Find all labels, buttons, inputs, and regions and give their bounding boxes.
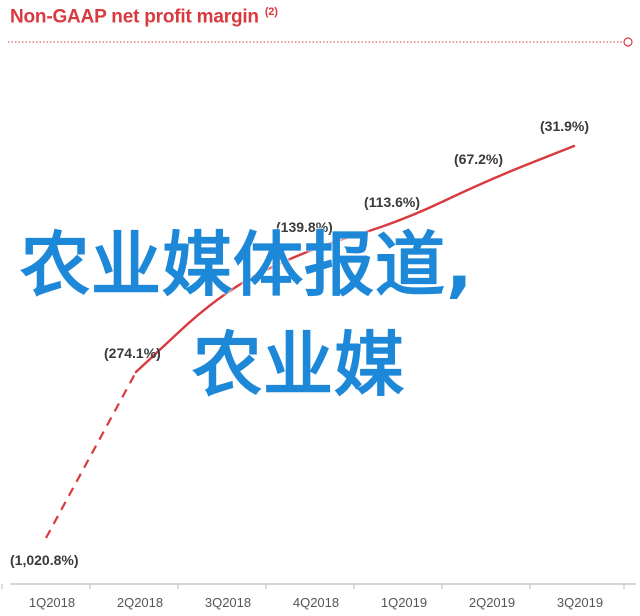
data-label-1Q2018: (1,020.8%) [10, 552, 78, 568]
x-tick-label: 2Q2018 [117, 595, 163, 610]
data-label-2Q2019: (67.2%) [454, 151, 503, 167]
x-tick-label: 2Q2019 [469, 595, 515, 610]
chart-title-note: (2) [264, 6, 278, 18]
x-tick-label: 4Q2018 [293, 595, 339, 610]
chart-title-text: Non-GAAP net profit margin [10, 6, 259, 28]
data-labels: (1,020.8%) (274.1%) (139.8%) (113.6%) (67.2%… [10, 118, 589, 568]
x-tick-label: 3Q2018 [205, 595, 251, 610]
x-tick-label: 1Q2019 [381, 595, 427, 610]
data-label-2Q2018: (274.1%) [104, 345, 161, 361]
x-axis: 1Q2018 2Q2018 3Q2018 4Q2018 1Q2019 2Q2019 3Q20… [1, 583, 636, 610]
data-label-3Q2019: (31.9%) [540, 118, 589, 134]
watermark-line-2: 农业媒 [192, 324, 405, 406]
x-tick-label: 3Q2019 [557, 595, 603, 610]
series-line [45, 144, 576, 539]
watermark-line-1: 农业媒体报道, [20, 224, 474, 306]
series-segment-solid [134, 144, 576, 374]
series-segment-dashed [45, 371, 137, 539]
data-label-4Q2018: (139.8%) [276, 219, 333, 235]
data-label-1Q2019: (113.6%) [364, 194, 420, 210]
title-rule-end [623, 37, 633, 47]
chart-title: Non-GAAP net profit margin (2) [10, 6, 278, 28]
x-tick-label: 1Q2018 [29, 595, 75, 610]
title-rule [8, 37, 633, 47]
